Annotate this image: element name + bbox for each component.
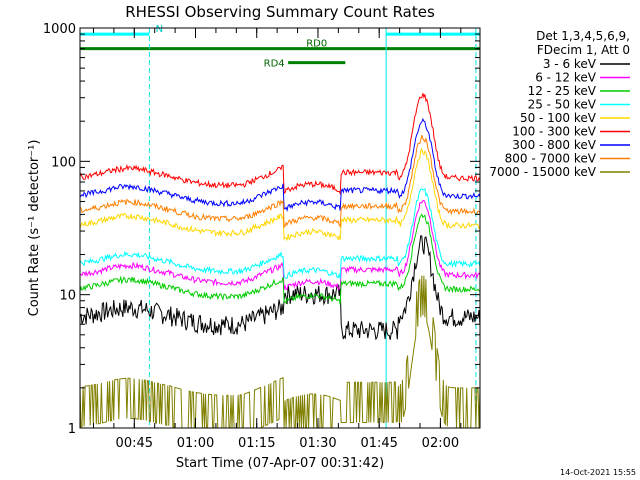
y-axis-ticks: 1 10 100 1000 xyxy=(43,22,480,437)
bars-layer: N RD0 RD4 xyxy=(80,24,480,70)
x-tick-label: 01:00 xyxy=(177,436,214,451)
y-tick-label: 100 xyxy=(51,155,76,170)
legend-entry-label: 100 - 300 keV xyxy=(512,125,596,139)
status-bar-label: N xyxy=(156,24,163,35)
legend-entry-label: 50 - 100 keV xyxy=(520,111,597,125)
x-axis-label: Start Time (07-Apr-07 00:31:42) xyxy=(176,456,384,471)
plot-frame xyxy=(79,27,481,429)
plot-background xyxy=(80,28,480,428)
plot-area: N RD0 RD4 xyxy=(79,24,481,429)
legend-entry-label: 3 - 6 keV xyxy=(543,57,597,71)
y-tick-label: 10 xyxy=(59,289,76,304)
footer-timestamp: 14-Oct-2021 15:55 xyxy=(560,468,636,477)
status-bar-label: RD4 xyxy=(264,59,285,70)
series-line-3 xyxy=(79,187,481,280)
series-line-6 xyxy=(79,117,481,212)
legend-entry-label: 7000 - 15000 keV xyxy=(489,165,596,179)
legend-entry-label: 300 - 800 keV xyxy=(512,138,596,152)
status-bar-label: RD0 xyxy=(306,39,327,50)
chart-title: RHESSI Observing Summary Count Rates xyxy=(125,3,435,21)
legend-entry-label: 12 - 25 keV xyxy=(528,84,597,98)
series-line-5 xyxy=(79,93,481,196)
x-axis-ticks: 00:45 01:00 01:15 01:30 01:45 02:00 xyxy=(92,28,462,451)
x-tick-label: 01:45 xyxy=(360,436,397,451)
markers-layer xyxy=(148,28,477,428)
x-tick-label: 01:15 xyxy=(238,436,275,451)
legend-header-line-2: FDecim 1, Att 0 xyxy=(537,43,630,57)
series-line-2 xyxy=(79,213,481,305)
series-line-0 xyxy=(79,234,481,341)
legend-entry-label: 6 - 12 keV xyxy=(535,71,597,85)
series-layer xyxy=(79,93,481,429)
legend: Det 1,3,4,5,6,9, FDecim 1, Att 0 3 - 6 k… xyxy=(489,29,630,179)
series-line-8 xyxy=(79,275,481,429)
y-axis-label: Count Rate (s⁻¹ detector⁻¹) xyxy=(27,140,42,317)
series-line-7 xyxy=(79,134,481,229)
x-tick-label: 01:30 xyxy=(299,436,336,451)
series-line-4 xyxy=(79,147,481,242)
y-tick-label: 1000 xyxy=(43,22,76,37)
x-tick-label: 00:45 xyxy=(116,436,153,451)
y-tick-label: 1 xyxy=(68,422,76,437)
legend-entry-label: 25 - 50 keV xyxy=(528,98,597,112)
legend-entry-label: 800 - 7000 keV xyxy=(505,152,597,166)
x-tick-label: 02:00 xyxy=(422,436,459,451)
legend-header-line-1: Det 1,3,4,5,6,9, xyxy=(536,29,630,43)
series-line-1 xyxy=(79,199,481,291)
